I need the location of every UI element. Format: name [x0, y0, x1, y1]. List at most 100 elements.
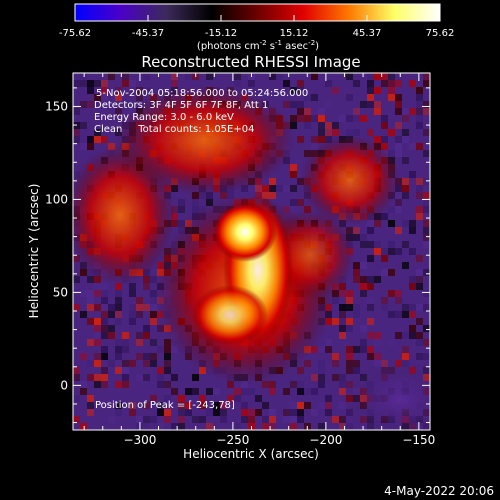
heatmap-cell [409, 304, 416, 311]
heatmap-cell [423, 227, 430, 234]
heatmap-cell [304, 206, 311, 213]
heatmap-cell [360, 290, 367, 297]
heatmap-cell [374, 353, 381, 360]
heatmap-cell [87, 374, 94, 381]
heatmap-cell [192, 206, 199, 213]
x-tick-label: −150 [402, 433, 435, 447]
heatmap-cell [157, 325, 164, 332]
heatmap-cell [395, 101, 402, 108]
heatmap-cell [262, 416, 269, 423]
heatmap-cell [346, 304, 353, 311]
heatmap-cell [367, 94, 374, 101]
heatmap-cell [304, 388, 311, 395]
heatmap-cell [115, 87, 122, 94]
heatmap-cell [332, 290, 339, 297]
heatmap-cell [136, 339, 143, 346]
heatmap-cell [94, 360, 101, 367]
heatmap-cell [213, 409, 220, 416]
heatmap-cell [87, 276, 94, 283]
heatmap-cell [150, 276, 157, 283]
peak-position-label: Position of Peak = [-243,78] [95, 400, 235, 411]
heatmap-cell [150, 360, 157, 367]
heatmap-cell [339, 283, 346, 290]
heatmap-cell [339, 304, 346, 311]
heatmap-cell [353, 234, 360, 241]
heatmap-cell [416, 87, 423, 94]
heatmap-cell [87, 143, 94, 150]
heatmap-cell [94, 318, 101, 325]
heatmap-cell [248, 409, 255, 416]
heatmap-cell [101, 94, 108, 101]
heatmap-cell [136, 311, 143, 318]
heatmap-cell [353, 304, 360, 311]
heatmap-cell [416, 192, 423, 199]
heatmap-cell [374, 276, 381, 283]
heatmap-cell [360, 346, 367, 353]
heatmap-cell [353, 360, 360, 367]
heatmap-cell [94, 339, 101, 346]
heatmap-cell [297, 388, 304, 395]
heatmap-cell [318, 374, 325, 381]
heatmap-cell [409, 171, 416, 178]
heatmap-cell [423, 73, 430, 80]
heatmap-cell [73, 367, 80, 374]
heatmap-cell [374, 87, 381, 94]
heatmap-cell [87, 409, 94, 416]
heatmap-cell [290, 381, 297, 388]
heatmap-cell [290, 164, 297, 171]
heatmap-cell [409, 143, 416, 150]
heatmap-cell [346, 227, 353, 234]
heatmap-cell [381, 213, 388, 220]
heatmap-cell [164, 395, 171, 402]
heatmap-cell [164, 416, 171, 423]
heatmap-cell [416, 108, 423, 115]
heatmap-cell [423, 108, 430, 115]
heatmap-cell [360, 115, 367, 122]
heatmap-cell [171, 80, 178, 87]
heatmap-cell [381, 297, 388, 304]
heatmap-cell [325, 395, 332, 402]
heatmap-cell [346, 346, 353, 353]
heatmap-cell [143, 304, 150, 311]
heatmap-cell [402, 332, 409, 339]
heatmap-cell [304, 108, 311, 115]
heatmap-cell [136, 304, 143, 311]
heatmap-cell [353, 346, 360, 353]
heatmap-cell [325, 346, 332, 353]
heatmap-cell [241, 402, 248, 409]
heatmap-cell [318, 115, 325, 122]
heatmap-cell [192, 374, 199, 381]
heatmap-cell [423, 101, 430, 108]
annotation-block: 5-Nov-2004 05:18:56.000 to 05:24:56.000 … [94, 88, 308, 135]
heatmap-cell [220, 402, 227, 409]
heatmap-cell [409, 248, 416, 255]
heatmap-cell [143, 283, 150, 290]
heatmap-cell [150, 297, 157, 304]
heatmap-cell [269, 73, 276, 80]
heatmap-cell [346, 325, 353, 332]
heatmap-cell [171, 374, 178, 381]
heatmap-cell [157, 402, 164, 409]
annotation-clean-counts: Clean Total counts: 1.05E+04 [94, 124, 254, 135]
heatmap-cell [80, 122, 87, 129]
heatmap-cell [143, 402, 150, 409]
heatmap-cell [290, 101, 297, 108]
heatmap-cell [108, 311, 115, 318]
heatmap-cell [80, 101, 87, 108]
heatmap-cell [73, 255, 80, 262]
heatmap-cell [304, 402, 311, 409]
heatmap-cell [367, 283, 374, 290]
heatmap-cell [290, 115, 297, 122]
heatmap-cell [108, 304, 115, 311]
heatmap-cell [318, 129, 325, 136]
y-tick-label: 150 [45, 99, 68, 113]
heatmap-cell [150, 416, 157, 423]
heatmap-cell [374, 73, 381, 80]
heatmap-cell [367, 297, 374, 304]
heatmap-cell [395, 227, 402, 234]
heatmap-cell [339, 332, 346, 339]
heatmap-cell [87, 136, 94, 143]
heatmap-cell [157, 367, 164, 374]
heatmap-cell [416, 101, 423, 108]
heatmap-cell [269, 416, 276, 423]
